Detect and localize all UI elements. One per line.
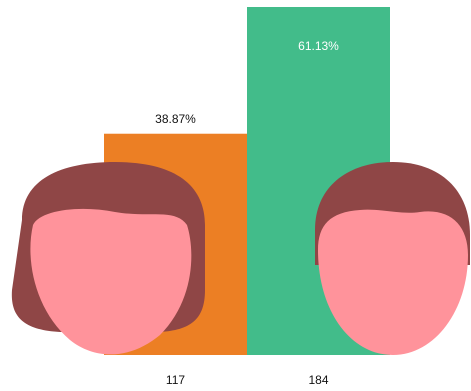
male-face xyxy=(318,209,468,355)
labels: 38.87% 117 61.13% 184 xyxy=(155,39,339,387)
male-icon xyxy=(315,162,470,355)
x-tick-label: 117 xyxy=(166,373,185,387)
value-label: 38.87% xyxy=(155,112,196,126)
female-face xyxy=(30,208,192,355)
female-icon xyxy=(11,162,206,355)
value-label: 61.13% xyxy=(298,39,339,53)
x-tick-label: 184 xyxy=(308,373,328,387)
